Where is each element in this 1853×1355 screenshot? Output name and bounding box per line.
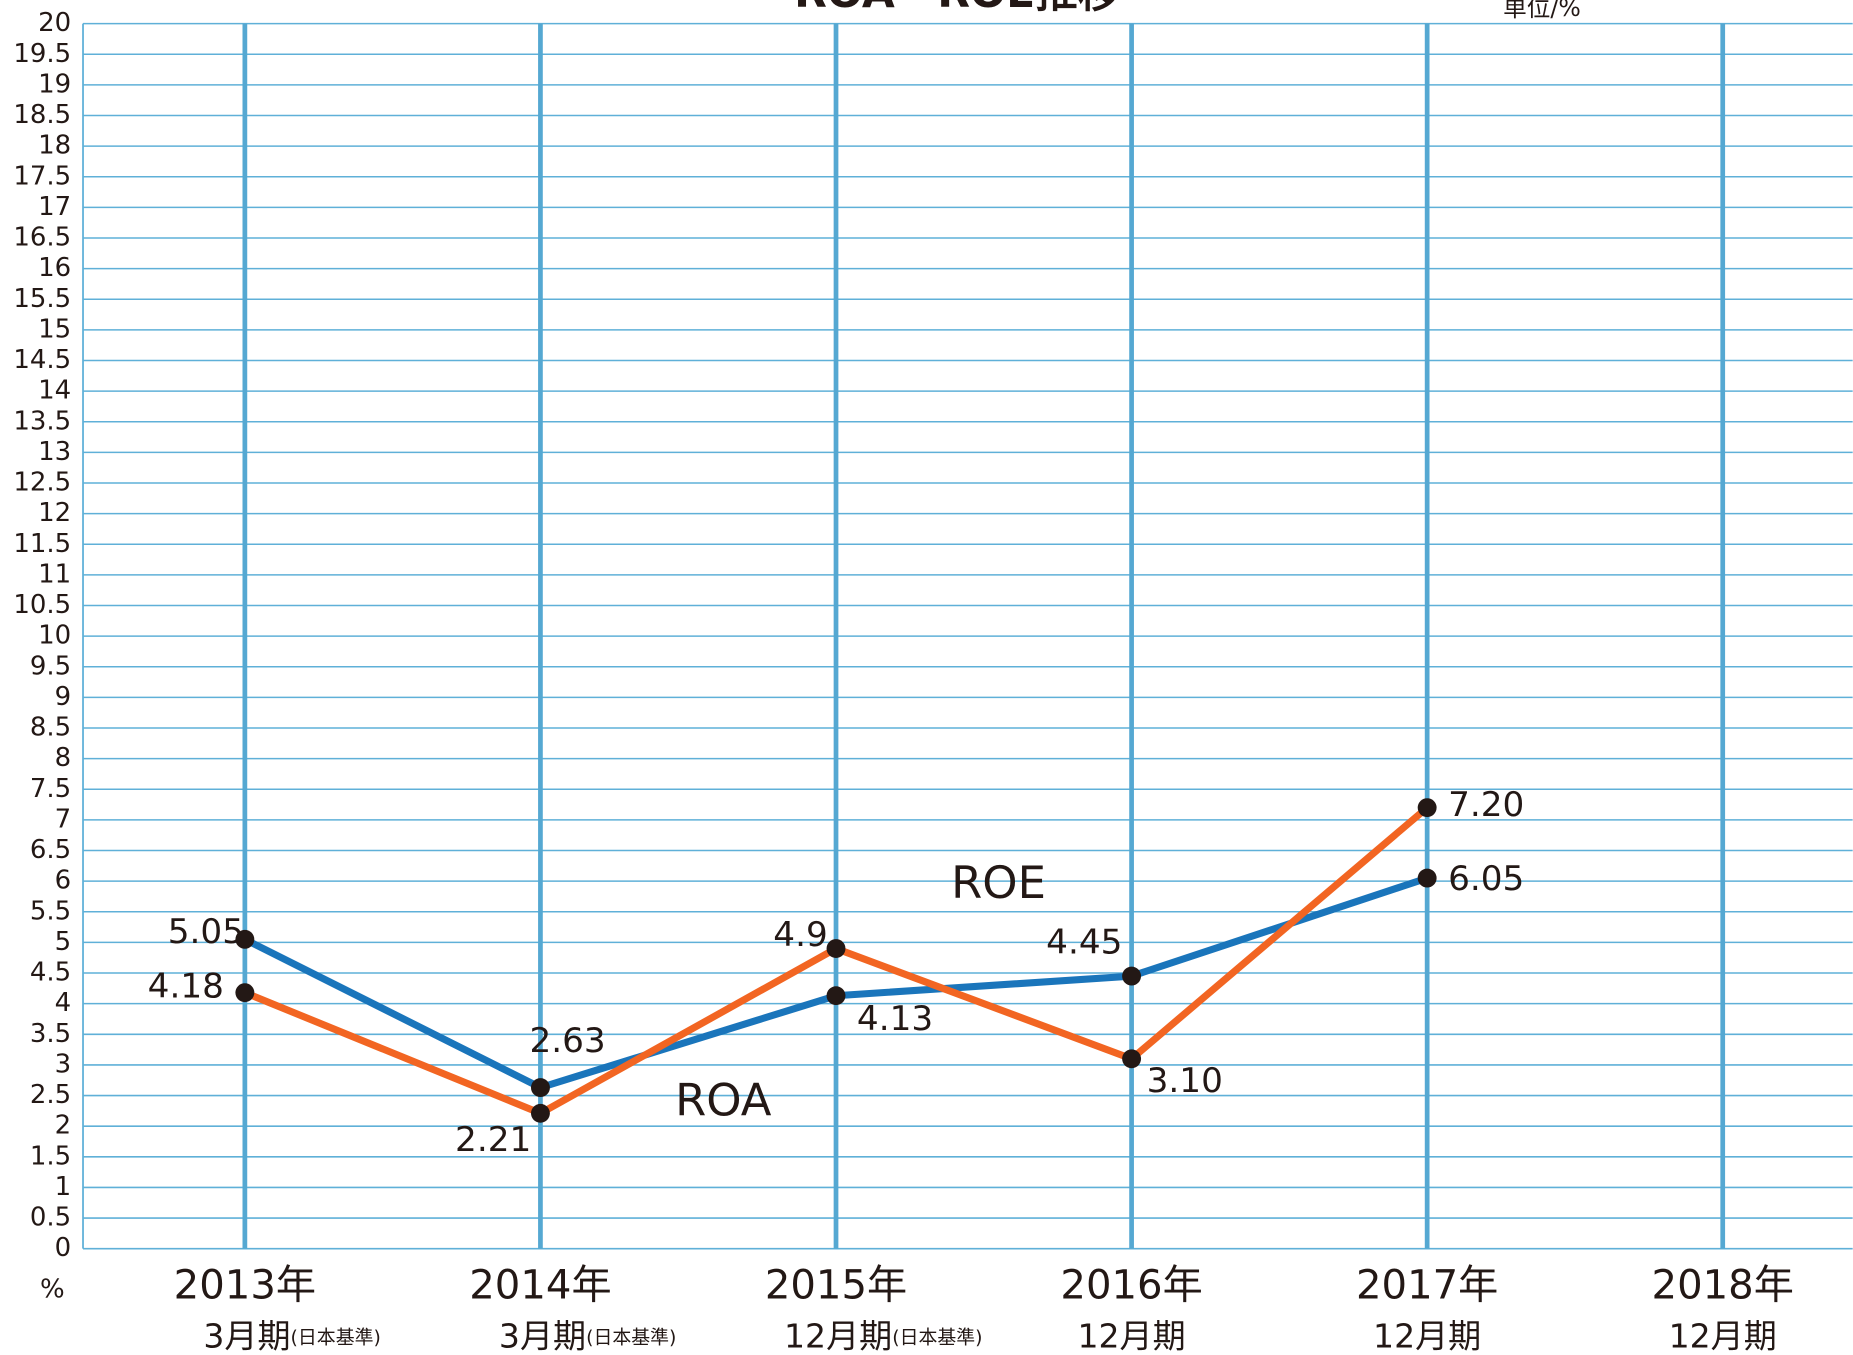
y-tick-label: 0 — [55, 1233, 72, 1263]
y-tick-label: 8 — [55, 743, 72, 773]
y-tick-label: 18 — [38, 131, 71, 161]
y-tick-label: 13.5 — [13, 406, 71, 436]
data-label: 4.9 — [773, 915, 827, 955]
chart-title: ROA・ROE推移 — [794, 0, 1120, 18]
y-tick-label: 15 — [38, 314, 71, 344]
y-tick-label: 3.5 — [30, 1019, 71, 1049]
data-point — [826, 986, 846, 1006]
data-point — [530, 1103, 550, 1123]
x-tick-label: 2016年 — [1060, 1263, 1202, 1309]
y-tick-label: 16 — [38, 253, 71, 283]
y-tick-label: 1.5 — [30, 1141, 71, 1171]
x-tick-sublabel: 12月期 — [1077, 1316, 1185, 1355]
data-point — [1122, 1049, 1142, 1069]
x-tick-label: 3月期(日本基準) — [203, 1316, 380, 1355]
x-tick-sublabel: 3月期 — [499, 1316, 586, 1355]
series-name: ROE — [951, 856, 1046, 909]
y-tick-label: 12 — [38, 498, 71, 528]
data-label: 4.45 — [1046, 923, 1122, 963]
y-tick-label: 8.5 — [30, 713, 71, 743]
y-tick-label: 17 — [38, 192, 71, 222]
data-label: 2.63 — [529, 1021, 605, 1061]
y-tick-label: 5 — [55, 927, 72, 957]
y-tick-label: 16.5 — [13, 223, 71, 253]
x-tick-label: 2018年 — [1652, 1263, 1794, 1309]
y-tick-label: 7.5 — [30, 774, 71, 804]
y-tick-label: 15.5 — [13, 284, 71, 314]
x-tick-label: 12月期(日本基準) — [784, 1316, 983, 1355]
y-tick-label: 9 — [55, 682, 72, 712]
x-tick-label: 2013年 — [174, 1263, 316, 1309]
data-point — [1417, 798, 1437, 818]
y-tick-label: 19 — [38, 69, 71, 99]
series-name: ROA — [675, 1073, 772, 1126]
x-tick-label: 12月期 — [1669, 1316, 1777, 1355]
x-tick-sublabel: 12月期 — [1669, 1316, 1777, 1355]
data-label: 2.21 — [455, 1120, 531, 1160]
y-tick-label: 14 — [38, 376, 71, 406]
y-tick-label: 2 — [55, 1111, 72, 1141]
y-tick-label: 11 — [38, 559, 71, 589]
data-label: 4.13 — [857, 999, 933, 1039]
data-point — [530, 1078, 550, 1098]
unit-label: 単位/% — [1503, 0, 1581, 22]
y-tick-label: 5.5 — [30, 896, 71, 926]
x-tick-label: 2017年 — [1356, 1263, 1498, 1309]
y-tick-label: 0.5 — [30, 1203, 71, 1233]
x-tick-sublabel: 3月期 — [203, 1316, 290, 1355]
data-label: 6.05 — [1448, 859, 1524, 899]
y-unit-label: % — [40, 1275, 65, 1305]
data-point — [1417, 868, 1437, 888]
y-tick-label: 2.5 — [30, 1080, 71, 1110]
data-point — [826, 939, 846, 958]
y-tick-label: 18.5 — [13, 100, 71, 130]
y-tick-label: 6.5 — [30, 835, 71, 865]
y-tick-label: 6 — [55, 866, 72, 896]
y-tick-label: 10 — [38, 621, 71, 651]
y-tick-label: 14.5 — [13, 345, 71, 375]
y-tick-label: 17.5 — [13, 161, 71, 191]
data-label: 3.10 — [1147, 1061, 1223, 1101]
x-tick-label: 3月期(日本基準) — [499, 1316, 676, 1355]
y-tick-label: 1 — [55, 1172, 72, 1202]
y-tick-label: 7 — [55, 804, 72, 834]
y-tick-label: 20 — [38, 8, 71, 38]
x-tick-note: (日本基準) — [586, 1326, 676, 1348]
y-tick-label: 19.5 — [13, 39, 71, 69]
y-tick-label: 4.5 — [30, 958, 71, 988]
y-tick-label: 9.5 — [30, 651, 71, 681]
x-tick-sublabel: 12月期 — [784, 1316, 892, 1355]
y-tick-label: 11.5 — [13, 529, 71, 559]
data-point — [235, 983, 255, 1003]
x-tick-note: (日本基準) — [892, 1326, 982, 1348]
y-tick-label: 10.5 — [13, 590, 71, 620]
data-label: 7.20 — [1448, 785, 1524, 825]
data-label: 4.18 — [148, 966, 224, 1006]
x-tick-label: 2014年 — [469, 1263, 611, 1309]
y-tick-label: 12.5 — [13, 468, 71, 498]
y-tick-label: 13 — [38, 437, 71, 467]
x-tick-label: 12月期 — [1373, 1316, 1481, 1355]
data-label: 5.05 — [168, 912, 244, 952]
data-point — [1122, 966, 1142, 986]
data-point — [235, 929, 255, 949]
x-tick-label: 12月期 — [1077, 1316, 1185, 1355]
x-tick-label: 2015年 — [765, 1263, 907, 1309]
x-tick-note: (日本基準) — [291, 1326, 381, 1348]
y-tick-label: 3 — [55, 1049, 72, 1079]
y-tick-label: 4 — [55, 988, 72, 1018]
x-tick-sublabel: 12月期 — [1373, 1316, 1481, 1355]
